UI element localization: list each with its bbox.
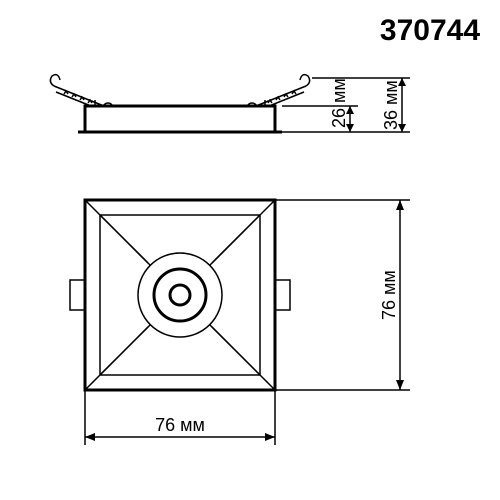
dimension-bottom-76: 76 мм [85, 390, 275, 445]
label-bottom-76: 76 мм [155, 415, 205, 435]
technical-drawing: 370744 [0, 0, 500, 500]
dimension-side-76: 76 мм [275, 200, 410, 390]
side-view [50, 75, 309, 132]
side-body [85, 106, 275, 132]
label-side-76: 76 мм [379, 270, 399, 320]
dimension-height-36: 36 мм [312, 78, 410, 132]
product-id: 370744 [380, 14, 480, 47]
label-height-26: 26 мм [329, 78, 349, 128]
label-height-36: 36 мм [381, 80, 401, 130]
mounting-tab-left [70, 280, 85, 310]
mounting-tab-right [275, 280, 290, 310]
aperture-inner-circle [170, 285, 190, 305]
top-view [70, 200, 290, 390]
